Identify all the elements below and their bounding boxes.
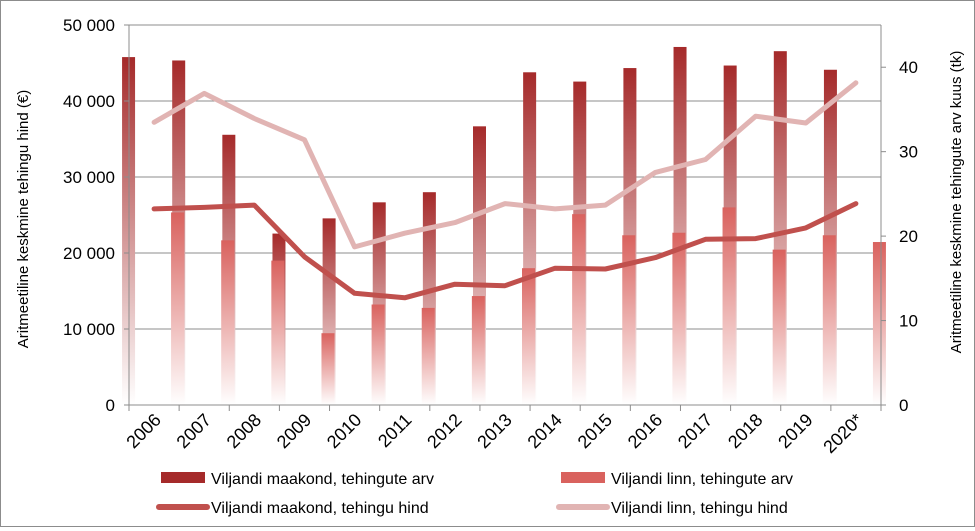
legend: Viljandi maakond, tehingute arv Viljandi … xyxy=(156,471,793,517)
x-tick-label: 2018 xyxy=(724,410,766,452)
y-ticks-left: 0 10 000 20 000 30 000 40 000 50 000 xyxy=(63,16,115,415)
x-ticks: 2006 2007 2008 2009 2010 2011 2012 2013 2014 2015… xyxy=(122,410,866,457)
x-tick-label: 2009 xyxy=(273,410,315,452)
y-tick-label-right: 0 xyxy=(899,396,908,415)
y-axis-label-right: Aritmeetiline keskmine tehingute arv kuu… xyxy=(948,51,965,354)
bar-linn-arv xyxy=(221,240,235,405)
legend-label: Viljandi maakond, tehingu hind xyxy=(211,500,429,517)
bar-linn-arv xyxy=(421,307,435,405)
bar-linn-arv xyxy=(371,304,385,405)
bar-linn-arv xyxy=(572,214,586,405)
bar-linn-arv xyxy=(772,249,786,405)
y-ticks-right: 0 10 20 30 40 xyxy=(899,58,918,415)
y-tick-label-right: 10 xyxy=(899,312,918,331)
x-tick-label: 2014 xyxy=(524,410,566,452)
legend-label: Viljandi maakond, tehingute arv xyxy=(211,471,434,488)
bar-linn-arv xyxy=(722,207,736,405)
y-tick-label-left: 30 000 xyxy=(63,168,115,187)
bar-linn-arv xyxy=(471,296,485,405)
x-tick-label: 2020* xyxy=(819,410,866,457)
bar-linn-arv xyxy=(271,260,285,405)
x-tick-label: 2006 xyxy=(122,410,164,452)
y-tick-label-left: 50 000 xyxy=(63,16,115,35)
bar-linn-arv xyxy=(822,235,836,405)
y-tick-label-right: 30 xyxy=(899,143,918,162)
x-tick-label: 2013 xyxy=(473,410,515,452)
bar-linn-arv xyxy=(522,268,535,405)
x-tick-label: 2007 xyxy=(173,410,215,452)
axes xyxy=(124,24,886,411)
y-axis-label-left: Aritmeetiline keskmine tehingu hind (€) xyxy=(15,90,32,348)
legend-swatch xyxy=(161,472,205,483)
y-tick-label-left: 20 000 xyxy=(63,244,115,263)
y-tick-label-left: 40 000 xyxy=(63,92,115,111)
bar-linn-arv xyxy=(872,242,886,405)
y-tick-label-right: 20 xyxy=(899,227,918,246)
legend-label: Viljandi linn, tehingu hind xyxy=(611,500,788,517)
line-linn-hind xyxy=(151,80,859,250)
x-tick-label: 2019 xyxy=(774,410,816,452)
x-tick-label: 2010 xyxy=(323,410,365,452)
y-tick-label-right: 40 xyxy=(899,58,918,77)
x-tick-label: 2015 xyxy=(574,410,616,452)
x-tick-label: 2012 xyxy=(423,410,465,452)
line-maakond-hind xyxy=(151,201,859,301)
x-tick-label: 2016 xyxy=(624,410,666,452)
x-tick-label: 2017 xyxy=(674,410,716,452)
x-tick-label: 2008 xyxy=(223,410,265,452)
legend-label: Viljandi linn, tehingute arv xyxy=(611,471,793,488)
bar-linn-arv xyxy=(622,235,636,405)
y-tick-label-left: 0 xyxy=(106,396,115,415)
y-tick-label-left: 10 000 xyxy=(63,320,115,339)
bar-linn-arv xyxy=(672,232,686,405)
gridlines xyxy=(129,24,881,330)
bar-linn-arv xyxy=(321,333,335,405)
x-tick-label: 2011 xyxy=(374,410,416,452)
bar-linn-arv xyxy=(171,212,185,405)
legend-swatch xyxy=(561,472,605,483)
lines xyxy=(151,80,859,301)
